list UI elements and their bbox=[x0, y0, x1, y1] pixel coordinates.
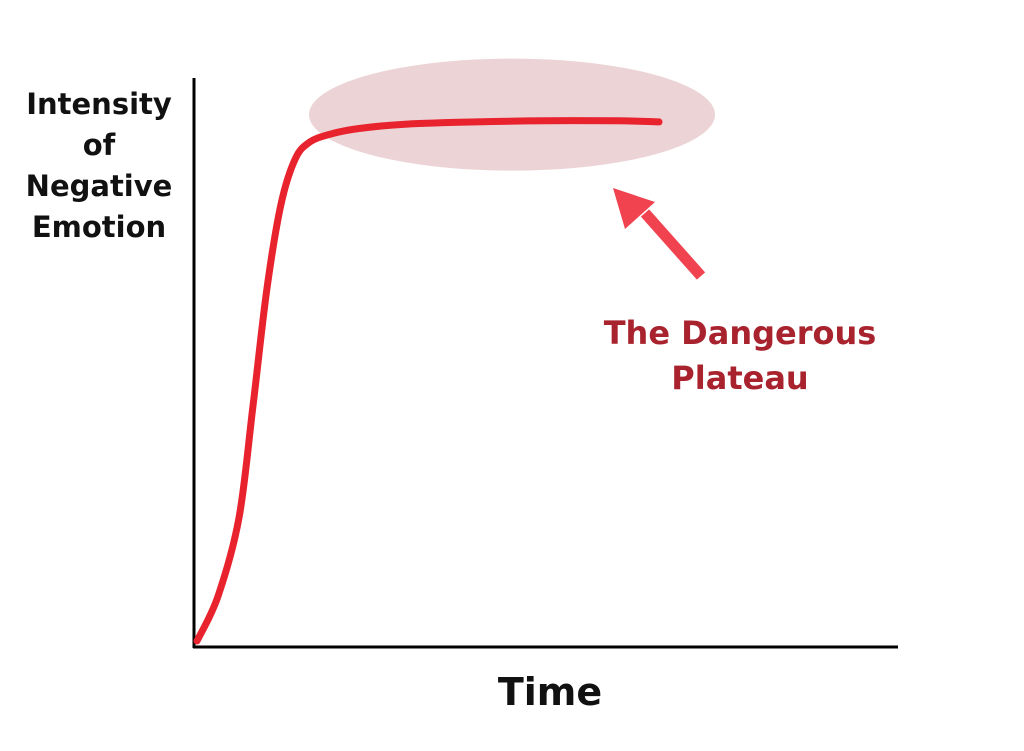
arrow-shaft bbox=[640, 209, 706, 280]
plateau-annotation-label: The Dangerous Plateau bbox=[603, 314, 877, 397]
annotation-arrow bbox=[613, 188, 706, 280]
series-line-0 bbox=[193, 117, 663, 645]
plateau-highlight bbox=[309, 58, 715, 171]
x-axis-label: Time bbox=[497, 670, 603, 714]
plateau-highlight-group bbox=[309, 58, 715, 171]
series-layer bbox=[193, 117, 663, 645]
arrow-head bbox=[613, 188, 655, 229]
axes bbox=[192, 78, 898, 649]
y-axis-label: Intensity of Negative Emotion bbox=[25, 87, 173, 244]
